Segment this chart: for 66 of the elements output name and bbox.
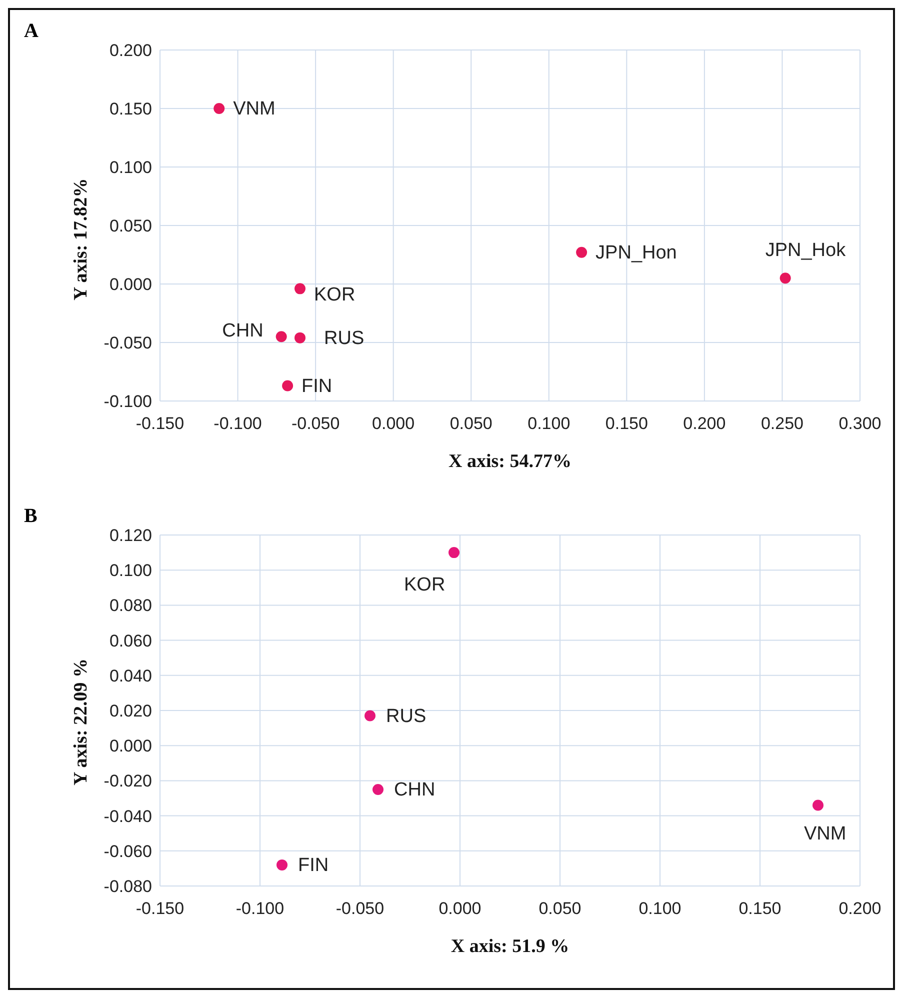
y-tick-label: 0.040 xyxy=(109,666,152,686)
series-label: JPN_Hon xyxy=(596,242,677,264)
y-tick-label: -0.040 xyxy=(104,806,152,826)
x-tick-label: -0.050 xyxy=(336,899,384,918)
y-tick-label: 0.120 xyxy=(109,526,152,546)
x-tick-label: 0.100 xyxy=(638,899,682,918)
x-tick-label: 0.250 xyxy=(760,414,804,434)
chart-title: B xyxy=(24,505,38,528)
y-tick-label: -0.080 xyxy=(104,877,152,896)
y-tick-label: 0.060 xyxy=(109,631,152,650)
y-tick-label: 0.100 xyxy=(109,158,152,178)
series-label: CHN xyxy=(222,320,264,342)
x-tick-label: 0.200 xyxy=(683,414,726,434)
x-tick-label: 0.000 xyxy=(438,899,482,918)
x-tick-label: 0.000 xyxy=(372,414,415,434)
y-tick-label: 0.000 xyxy=(109,736,152,756)
point xyxy=(812,800,824,811)
series-label: RUS xyxy=(386,706,426,727)
point xyxy=(214,103,225,114)
series-label: FIN xyxy=(298,854,329,876)
y-tick-label: 0.100 xyxy=(109,561,152,580)
x-tick-label: -0.150 xyxy=(136,414,184,434)
point xyxy=(780,272,791,284)
point xyxy=(276,331,287,342)
x-tick-label: -0.150 xyxy=(136,899,184,918)
series-label: JPN_Hok xyxy=(765,240,846,262)
x-tick-label: 0.150 xyxy=(605,414,648,434)
series-label: VNM xyxy=(233,98,276,120)
x-tick-label: -0.100 xyxy=(236,899,284,918)
series-label: KOR xyxy=(314,284,356,306)
y-tick-label: 0.020 xyxy=(109,702,152,721)
y-tick-label: 0.080 xyxy=(109,596,152,616)
x-axis-title: X axis: 51.9 % xyxy=(450,936,570,957)
point xyxy=(282,380,294,392)
y-tick-label: 0.050 xyxy=(109,216,152,236)
x-axis-title: X axis: 54.77% xyxy=(448,451,572,472)
y-tick-label: -0.060 xyxy=(104,842,152,861)
point xyxy=(276,859,288,870)
series-label: CHN xyxy=(394,779,436,800)
x-tick-label: -0.100 xyxy=(214,414,262,434)
x-tick-label: 0.050 xyxy=(538,899,582,918)
point xyxy=(294,283,306,294)
x-tick-label: 0.150 xyxy=(738,899,782,918)
y-tick-label: -0.050 xyxy=(104,334,152,353)
y-tick-label: -0.020 xyxy=(104,772,152,791)
y-axis-title: Y axis: 22.09 % xyxy=(70,658,92,786)
point xyxy=(576,246,588,258)
point xyxy=(372,784,384,795)
x-tick-label: -0.050 xyxy=(291,414,340,434)
point xyxy=(364,710,376,722)
point xyxy=(448,547,460,558)
point xyxy=(294,332,306,344)
series-label: RUS xyxy=(324,328,364,349)
series-label: KOR xyxy=(404,574,446,596)
y-tick-label: -0.100 xyxy=(104,392,152,412)
x-tick-label: 0.100 xyxy=(528,414,570,434)
x-tick-label: 0.300 xyxy=(838,414,882,434)
y-tick-label: 0.150 xyxy=(109,100,152,119)
x-tick-label: 0.200 xyxy=(838,899,882,918)
series-label: VNM xyxy=(804,823,846,844)
chart-title: A xyxy=(24,20,38,43)
y-tick-label: 0.200 xyxy=(109,41,152,60)
x-tick-label: 0.050 xyxy=(450,414,492,434)
y-tick-label: 0.000 xyxy=(109,275,152,294)
y-axis-title: Y axis: 17.82% xyxy=(70,178,92,300)
series-label: FIN xyxy=(302,376,332,397)
